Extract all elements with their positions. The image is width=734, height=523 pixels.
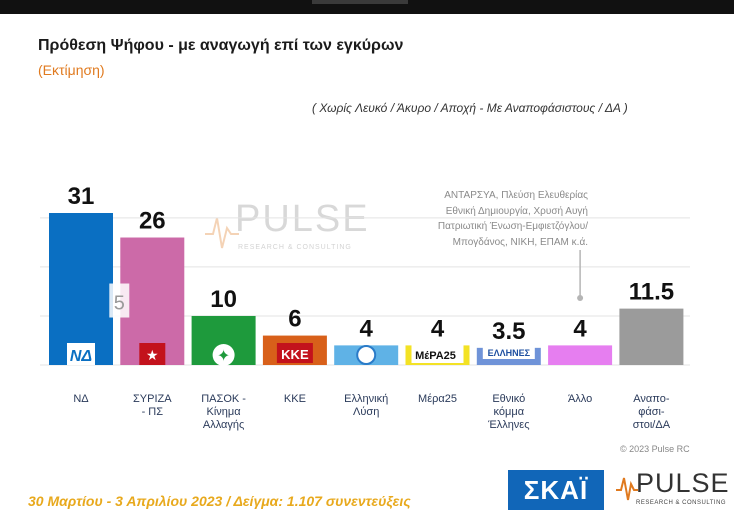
value-label: 10 bbox=[210, 286, 237, 313]
category-label: ΣΥΡΙΖΑ bbox=[133, 393, 172, 405]
category-label: ΠΑΣΟΚ - bbox=[201, 393, 246, 405]
category-label: - ΠΣ bbox=[142, 406, 164, 418]
gap-annotation-bg bbox=[109, 283, 130, 318]
other-connector-dot bbox=[577, 295, 584, 301]
category-label: Άλλο bbox=[568, 393, 592, 405]
copyright: © 2023 Pulse RC bbox=[620, 444, 690, 454]
value-label: 26 bbox=[139, 208, 166, 235]
value-label: 31 bbox=[68, 183, 95, 210]
chart-title: Πρόθεση Ψήφου - με αναγωγή επί των εγκύρ… bbox=[38, 37, 404, 54]
category-label: ΚΚΕ bbox=[284, 393, 306, 405]
category-label: φάσι- bbox=[638, 406, 665, 418]
ellines-logo-bg bbox=[482, 345, 535, 359]
top-tab bbox=[312, 0, 408, 4]
pulse-logo-name: PULSE bbox=[636, 468, 730, 498]
other-parties-list: ΑΝΤΑΡΣΥΑ, Πλεύση Ελευθερίας Εθνική Δημιο… bbox=[398, 188, 588, 250]
other-party-line: Εθνική Δημιουργία, Χρυσή Αυγή bbox=[445, 205, 588, 217]
watermark-sub: RESEARCH & CONSULTING bbox=[238, 244, 352, 251]
gap-annotation: 5 bbox=[114, 293, 125, 315]
nd-logo-icon: ΝΔ bbox=[70, 348, 93, 365]
nd-logo-bg bbox=[67, 343, 95, 365]
value-label: 3.5 bbox=[492, 318, 525, 345]
bar bbox=[548, 345, 613, 365]
survey-footer: 30 Μαρτίου - 3 Απριλίου 2023 / Δείγμα: 1… bbox=[28, 493, 411, 509]
category-label: Εθνικό bbox=[492, 393, 525, 405]
skai-logo: ΣΚΑΪ bbox=[508, 470, 604, 510]
category-label: κόμμα bbox=[494, 406, 525, 418]
value-label: 4 bbox=[431, 315, 445, 342]
category-label: Λύση bbox=[353, 406, 379, 418]
chart-note: ( Χωρίς Λευκό / Άκυρο / Αποχή - Με Αναπο… bbox=[312, 101, 628, 115]
value-label: 4 bbox=[573, 315, 587, 342]
bar bbox=[619, 308, 684, 365]
kke-logo-bg bbox=[276, 343, 313, 363]
pasok-sun-icon: ✦ bbox=[217, 348, 230, 365]
pulse-watermark: PULSE RESEARCH & CONSULTING bbox=[205, 198, 375, 264]
category-label: Αλλαγής bbox=[203, 419, 244, 431]
pulse-logo: PULSE RESEARCH & CONSULTING bbox=[616, 468, 729, 514]
category-label: Κίνημα bbox=[207, 406, 242, 418]
other-party-line: Πατριωτική Ένωση-Εμφιετζόγλου/ bbox=[437, 221, 588, 233]
watermark-name: PULSE bbox=[235, 198, 370, 240]
value-label: 4 bbox=[360, 315, 374, 342]
other-party-line: Μπογδάνος, ΝΙΚΗ, ΕΠΑΜ κ.ά. bbox=[452, 236, 588, 248]
pasok-logo-bg bbox=[212, 344, 235, 366]
bar bbox=[49, 213, 113, 365]
top-bar bbox=[0, 0, 734, 14]
kke-logo-icon: ΚΚΕ bbox=[281, 347, 309, 362]
pulse-wave-icon bbox=[616, 477, 638, 501]
other-party-line: ΑΝΤΑΡΣΥΑ, Πλεύση Ελευθερίας bbox=[444, 190, 588, 201]
bar-chart: 31 ΝΔ ΝΔ 26 ΣΥΡΙΖΑ- ΠΣ ★ 10 ΠΑΣΟΚ -ΚίνημαΑλλαγή… bbox=[40, 183, 690, 431]
elliniki-lysi-compass-icon bbox=[356, 345, 377, 365]
syriza-star-icon: ★ bbox=[146, 347, 159, 363]
category-label: Αναπο- bbox=[633, 393, 670, 405]
pulse-wave-icon bbox=[205, 217, 239, 249]
category-label: Ελληνική bbox=[344, 393, 388, 405]
syriza-logo-bg bbox=[139, 343, 166, 365]
value-label: 11.5 bbox=[629, 279, 674, 306]
ellines-logo-icon: ΕΛΛΗΝΕΣ bbox=[488, 348, 531, 358]
chart-subtitle: (Εκτίμηση) bbox=[38, 62, 105, 78]
value-label: 6 bbox=[288, 306, 301, 333]
mera25-logo-bg bbox=[411, 343, 464, 363]
category-label: στοι/ΔΑ bbox=[633, 419, 671, 431]
pulse-logo-sub: RESEARCH & CONSULTING bbox=[636, 500, 727, 506]
category-label: ΝΔ bbox=[73, 393, 89, 405]
category-label: Έλληνες bbox=[487, 419, 529, 431]
category-label: Μέρα25 bbox=[418, 393, 457, 405]
mera25-logo-icon: ΜέΡΑ25 bbox=[415, 350, 456, 362]
